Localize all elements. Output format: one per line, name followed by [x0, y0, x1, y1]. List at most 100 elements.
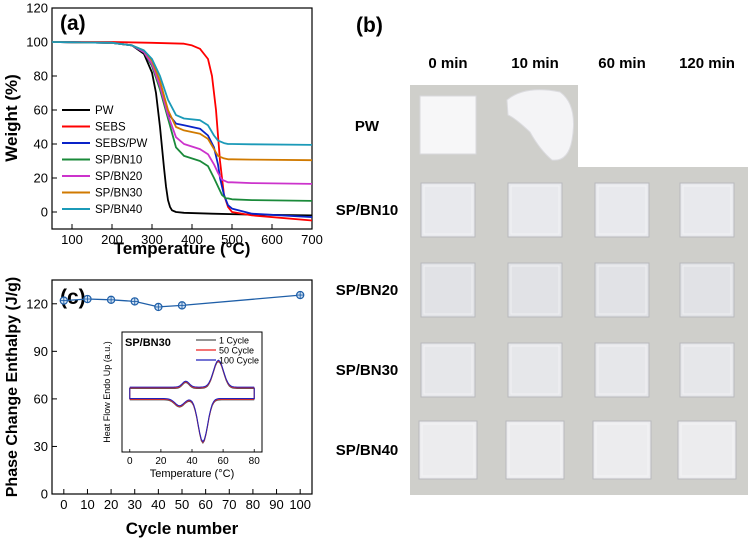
legend-entry: SP/BN10 — [95, 155, 142, 167]
sample-highlight — [423, 185, 473, 235]
sample-square — [594, 342, 650, 398]
panel-a-xtick-label: 100 — [61, 232, 83, 247]
sample-highlight — [510, 345, 560, 395]
legend-entry: PW — [95, 105, 114, 117]
panel-c-ytick-label: 30 — [34, 439, 48, 454]
sample-pw-0min — [419, 95, 477, 155]
sample-highlight — [682, 265, 732, 315]
photo-column-header: 120 min — [679, 55, 735, 72]
panel-c-xtick-label: 30 — [127, 497, 141, 512]
photo-column-header: 0 min — [428, 55, 467, 72]
sample-highlight — [508, 423, 562, 477]
legend-entry: SEBS/PW — [95, 138, 148, 150]
panel-a-ytick-label: 0 — [41, 205, 48, 220]
sample-square — [420, 182, 476, 238]
panel-c-xlabel: Cycle number — [126, 519, 239, 538]
sample-square — [418, 420, 478, 480]
panel-c-xtick-label: 100 — [289, 497, 311, 512]
sample-square — [507, 342, 563, 398]
inset-xtick-label: 0 — [127, 456, 133, 467]
sample-highlight — [421, 423, 475, 477]
panel-a-series-sp-bn40 — [52, 41, 312, 146]
panel-c-ytick-label: 120 — [26, 296, 48, 311]
inset-xtick-label: 20 — [155, 456, 167, 467]
inset-xtick-label: 40 — [186, 456, 198, 467]
legend-entry: SEBS — [95, 122, 126, 134]
photo-column-header: 60 min — [598, 55, 646, 72]
panel-c-ytick-label: 90 — [34, 344, 48, 359]
legend-entry: SP/BN20 — [95, 171, 142, 183]
panel-a-xtick-label: 300 — [141, 232, 163, 247]
inset-xtick-label: 80 — [249, 456, 261, 467]
inset-curve-heat — [129, 360, 255, 389]
panel-c-xtick-label: 20 — [104, 497, 118, 512]
sample-square — [679, 342, 735, 398]
panel-a-series-sp-bn20 — [52, 41, 312, 185]
panel-c-xtick-label: 90 — [269, 497, 283, 512]
photo-row-label: SP/BN20 — [336, 282, 399, 299]
sample-square — [420, 262, 476, 318]
panel-a-ytick-label: 100 — [26, 35, 48, 50]
panel-c-xtick-label: 80 — [246, 497, 260, 512]
panel-a-series-sebs — [52, 41, 312, 222]
photo-row-label: SP/BN30 — [336, 362, 399, 379]
photo-row-label: SP/BN10 — [336, 202, 399, 219]
panel-c-xtick-label: 50 — [175, 497, 189, 512]
sample-square — [592, 420, 652, 480]
panel-c-xtick-label: 70 — [222, 497, 236, 512]
sample-highlight — [597, 265, 647, 315]
sample-highlight — [510, 185, 560, 235]
inset-plot-area — [121, 331, 263, 453]
panel-a-ylabel: Weight (%) — [2, 74, 21, 162]
inset-ylabel: Heat Flow Endo Up (a.u.) — [102, 341, 112, 443]
sample-square — [677, 420, 737, 480]
sample-pw-10min-melted — [506, 89, 574, 161]
photo-row-label: SP/BN40 — [336, 442, 399, 459]
sample-square — [594, 182, 650, 238]
sample-highlight — [423, 265, 473, 315]
panel-c-xtick-label: 60 — [198, 497, 212, 512]
panel-c-ytick-label: 0 — [41, 487, 48, 502]
panel-a-xtick-label: 500 — [221, 232, 243, 247]
panel-a-xtick-label: 200 — [101, 232, 123, 247]
panel-b-photos: (b) 0 min 10 min 60 min 120 min PW SP/BN10 SP… — [336, 14, 748, 495]
sample-highlight — [682, 185, 732, 235]
panel-a-label: (a) — [60, 12, 86, 35]
panel-a-xlabel: Temperature (°C) — [114, 239, 251, 258]
sample-highlight — [597, 345, 647, 395]
panel-a-ytick-label: 60 — [34, 103, 48, 118]
panel-c-xtick-label: 10 — [80, 497, 94, 512]
photo-backdrop-pw-empty — [578, 85, 748, 167]
panel-a-xtick-label: 700 — [301, 232, 323, 247]
inset-legend-entry: 100 Cycle — [219, 356, 259, 366]
legend-entry: SP/BN30 — [95, 188, 142, 200]
panel-a-tga-chart: (a) 100 200 300 400 500 600 700 0 20 40 60 80 100 120… — [2, 1, 323, 259]
panel-c-xtick-label: 0 — [60, 497, 67, 512]
sample-square — [679, 182, 735, 238]
sample-square — [420, 342, 476, 398]
photo-row-label: PW — [355, 118, 380, 135]
sample-square — [679, 262, 735, 318]
inset-curve-heat — [129, 359, 255, 388]
sample-square — [505, 420, 565, 480]
panel-c-ylabel: Phase Change Enthalpy (J/g) — [4, 277, 21, 497]
panel-a-ytick-label: 80 — [34, 69, 48, 84]
photo-column-header: 10 min — [511, 55, 559, 72]
panel-c-ytick-label: 60 — [34, 391, 48, 406]
panel-a-ytick-label: 20 — [34, 171, 48, 186]
sample-highlight — [682, 345, 732, 395]
panel-a-ytick-label: 40 — [34, 137, 48, 152]
panel-a-xtick-label: 600 — [261, 232, 283, 247]
panel-a-ytick-label: 120 — [26, 1, 48, 16]
inset-curve-cool — [129, 398, 255, 443]
inset-legend-entry: 50 Cycle — [219, 346, 254, 356]
sample-highlight — [680, 423, 734, 477]
inset-xlabel: Temperature (°C) — [150, 468, 234, 480]
panel-a-xtick-label: 400 — [181, 232, 203, 247]
sample-square — [507, 182, 563, 238]
sample-highlight — [595, 423, 649, 477]
sample-square — [507, 262, 563, 318]
